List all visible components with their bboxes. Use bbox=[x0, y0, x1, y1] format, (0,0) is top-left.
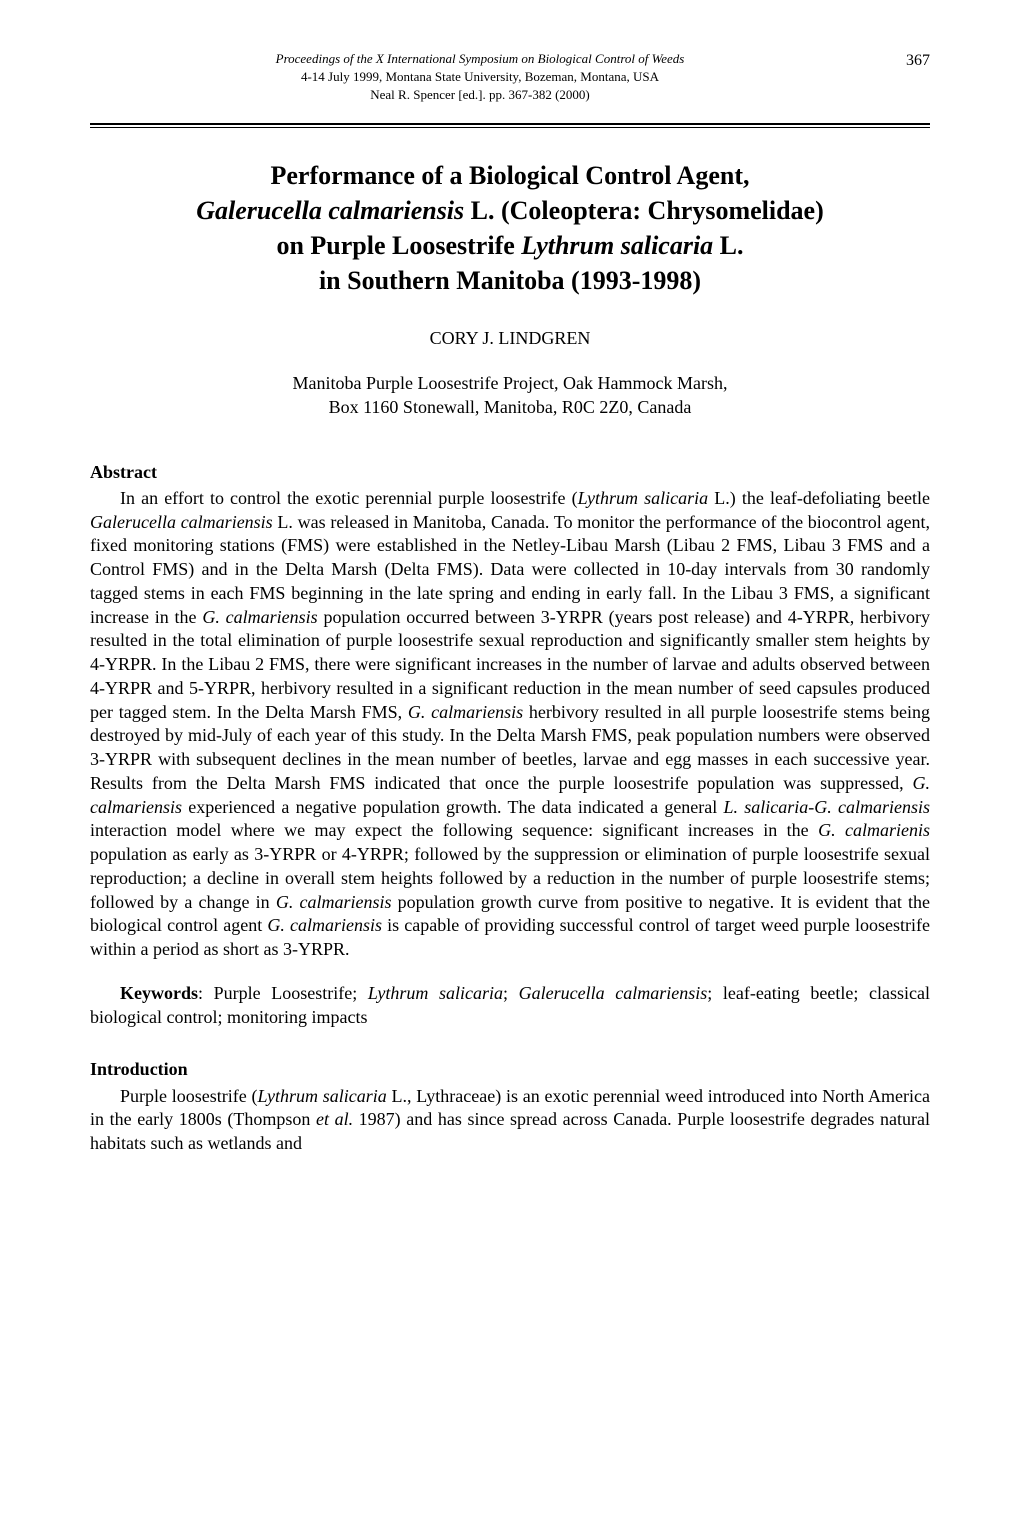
header-line-3: Neal R. Spencer [ed.]. pp. 367-382 (2000… bbox=[90, 86, 870, 104]
title-species-1: Galerucella calmariensis bbox=[196, 196, 464, 225]
page-header: Proceedings of the X International Sympo… bbox=[90, 50, 930, 105]
abstract-heading: Abstract bbox=[90, 460, 930, 485]
title-line-2-mid: L. (Coleoptera: Chrysomelidae) bbox=[464, 196, 824, 225]
author-name: CORY J. LINDGREN bbox=[90, 326, 930, 351]
page-number: 367 bbox=[870, 50, 930, 72]
divider-thick bbox=[90, 123, 930, 125]
keywords-text: : Purple Loosestrife; Lythrum salicaria;… bbox=[90, 983, 930, 1027]
introduction-heading: Introduction bbox=[90, 1057, 930, 1082]
title-line-3-post: L. bbox=[713, 231, 743, 260]
header-citation: Proceedings of the X International Sympo… bbox=[90, 50, 870, 105]
header-line-1: Proceedings of the X International Sympo… bbox=[90, 50, 870, 68]
keywords-block: Keywords: Purple Loosestrife; Lythrum sa… bbox=[90, 982, 930, 1030]
header-line-2: 4-14 July 1999, Montana State University… bbox=[90, 68, 870, 86]
keywords-label: Keywords bbox=[120, 983, 198, 1003]
abstract-body: In an effort to control the exotic peren… bbox=[90, 487, 930, 962]
abstract-text: In an effort to control the exotic peren… bbox=[90, 487, 930, 962]
divider-thin bbox=[90, 127, 930, 128]
affiliation-line-2: Box 1160 Stonewall, Manitoba, R0C 2Z0, C… bbox=[329, 397, 692, 417]
title-line-3-pre: on Purple Loosestrife bbox=[276, 231, 521, 260]
title-line-4: in Southern Manitoba (1993-1998) bbox=[319, 266, 701, 295]
author-affiliation: Manitoba Purple Loosestrife Project, Oak… bbox=[90, 371, 930, 420]
title-line-1: Performance of a Biological Control Agen… bbox=[271, 161, 750, 190]
affiliation-line-1: Manitoba Purple Loosestrife Project, Oak… bbox=[293, 373, 728, 393]
title-species-2: Lythrum salicaria bbox=[521, 231, 713, 260]
introduction-body: Purple loosestrife (Lythrum salicaria L.… bbox=[90, 1085, 930, 1156]
paper-title: Performance of a Biological Control Agen… bbox=[90, 158, 930, 298]
